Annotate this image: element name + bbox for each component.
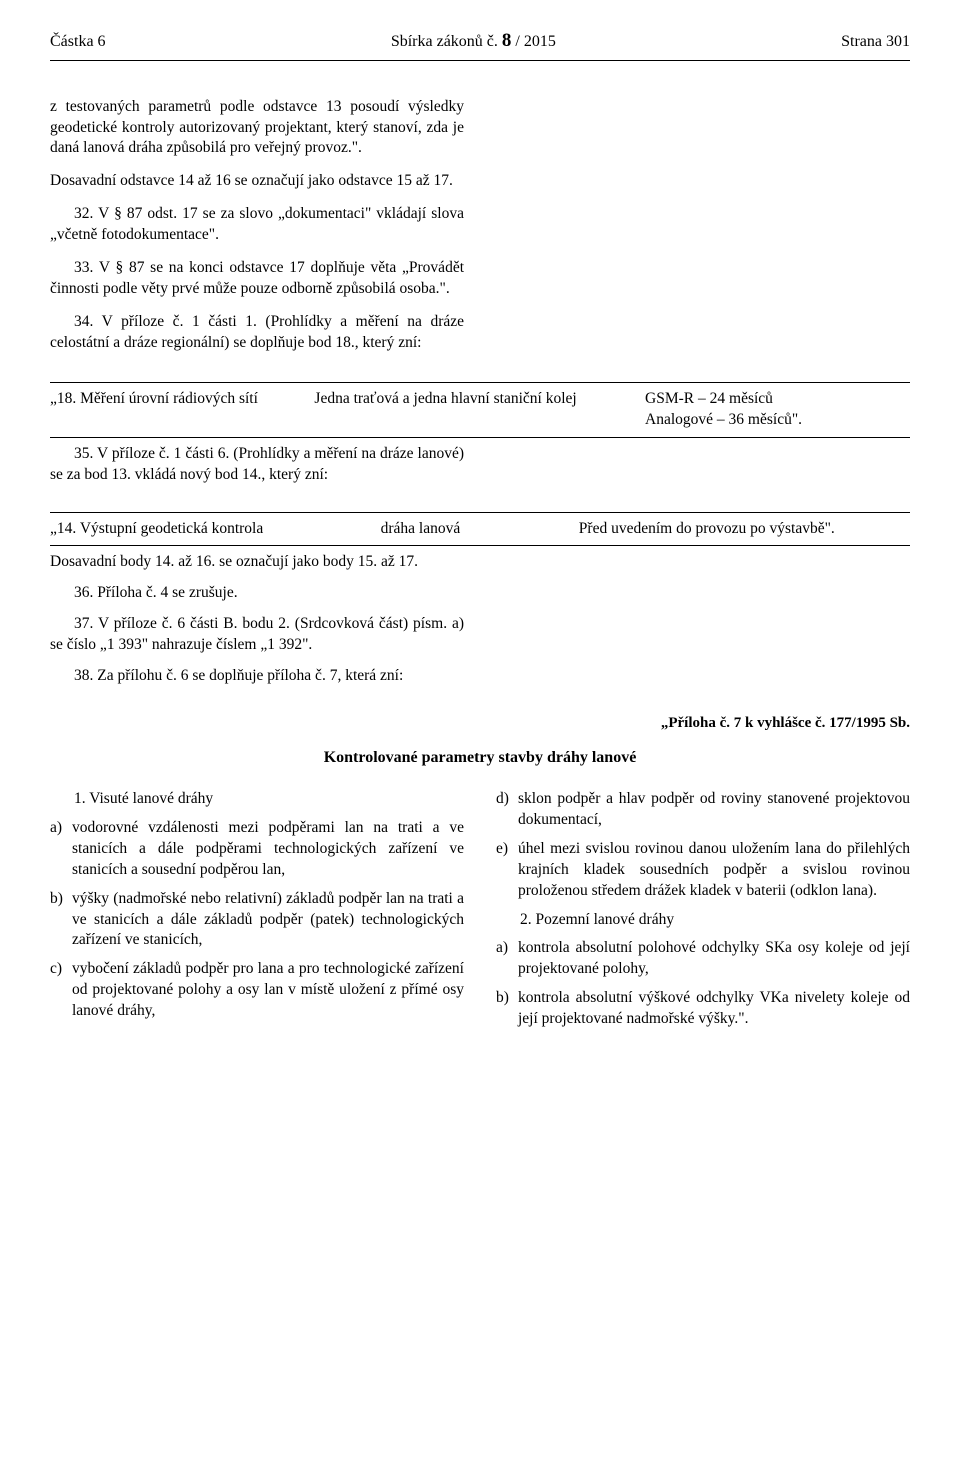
left-item-b: b) výšky (nadmořské nebo relativní) zákl… xyxy=(50,889,464,952)
separator-3 xyxy=(50,512,910,513)
appendix-two-col: 1. Visuté lanové dráhy a) vodorovné vzdá… xyxy=(50,789,910,1038)
table1-col3: GSM-R – 24 měsíců Analogové – 36 měsíců"… xyxy=(645,389,910,431)
table-row-14: „14. Výstupní geodetická kontrola dráha … xyxy=(50,519,910,540)
mid-right-1 xyxy=(496,444,910,496)
mid-left-2: Dosavadní body 14. až 16. se označují ja… xyxy=(50,552,464,697)
left-item-a: a) vodorovné vzdálenosti mezi podpěrami … xyxy=(50,818,464,881)
intro-columns: z testovaných parametrů podle odstavce 1… xyxy=(50,97,910,366)
page-header: Částka 6 Sbírka zákonů č. 8 / 2015 Stran… xyxy=(50,28,910,61)
intro-para-4: 34. V příloze č. 1 části 1. (Prohlídky a… xyxy=(50,312,464,354)
header-center-prefix: Sbírka zákonů č. xyxy=(391,33,502,50)
right-heading-2: 2. Pozemní lanové dráhy xyxy=(496,910,910,931)
separator-2 xyxy=(50,437,910,438)
appendix-right-column: d) sklon podpěr a hlav podpěr od roviny … xyxy=(496,789,910,1038)
right-item-d: d) sklon podpěr a hlav podpěr od roviny … xyxy=(496,789,910,831)
header-center: Sbírka zákonů č. 8 / 2015 xyxy=(391,28,556,54)
mid-block-2: Dosavadní body 14. až 16. se označují ja… xyxy=(50,552,910,697)
intro-left-column: z testovaných parametrů podle odstavce 1… xyxy=(50,97,464,366)
mid-left-1: 35. V příloze č. 1 části 6. (Prohlídky a… xyxy=(50,444,464,496)
header-center-suffix: / 2015 xyxy=(511,33,555,50)
intro-right-column xyxy=(496,97,910,366)
table2-col2: dráha lanová xyxy=(381,519,563,540)
intro-para-0: z testovaných parametrů podle odstavce 1… xyxy=(50,97,464,160)
table1-col2: Jedna traťová a jedna hlavní staniční ko… xyxy=(314,389,629,431)
intro-para-1: Dosavadní odstavce 14 až 16 se označují … xyxy=(50,171,464,192)
table1-col1: „18. Měření úrovní rádiových sítí xyxy=(50,389,298,431)
right-item-d-text: sklon podpěr a hlav podpěr od roviny sta… xyxy=(518,789,910,831)
left-item-b-text: výšky (nadmořské nebo relativní) základů… xyxy=(72,889,464,952)
marker-a: a) xyxy=(50,818,72,881)
right2-item-b-text: kontrola absolutní výškové odchylky VKa … xyxy=(518,988,910,1030)
header-left: Částka 6 xyxy=(50,31,106,53)
document-page: Částka 6 Sbírka zákonů č. 8 / 2015 Stran… xyxy=(0,0,960,1078)
right2-item-b: b) kontrola absolutní výškové odchylky V… xyxy=(496,988,910,1030)
separator-1 xyxy=(50,382,910,383)
right-item-e-text: úhel mezi svislou rovinou danou uložením… xyxy=(518,839,910,902)
left-item-a-text: vodorovné vzdálenosti mezi podpěrami lan… xyxy=(72,818,464,881)
header-right: Strana 301 xyxy=(841,31,910,53)
marker-b: b) xyxy=(50,889,72,952)
left-heading-1: 1. Visuté lanové dráhy xyxy=(50,789,464,810)
table2-col1: „14. Výstupní geodetická kontrola xyxy=(50,519,365,540)
right-item-e: e) úhel mezi svislou rovinou danou ulože… xyxy=(496,839,910,902)
table-row-18: „18. Měření úrovní rádiových sítí Jedna … xyxy=(50,389,910,431)
left-item-c: c) vybočení základů podpěr pro lana a pr… xyxy=(50,959,464,1022)
left-item-c-text: vybočení základů podpěr pro lana a pro t… xyxy=(72,959,464,1022)
right2-item-a-text: kontrola absolutní polohové odchylky SKa… xyxy=(518,938,910,980)
mid-para-1: 35. V příloze č. 1 části 6. (Prohlídky a… xyxy=(50,444,464,486)
appendix-title: Kontrolované parametry stavby dráhy lano… xyxy=(50,747,910,769)
intro-para-3: 33. V § 87 se na konci odstavce 17 doplň… xyxy=(50,258,464,300)
marker-c: c) xyxy=(50,959,72,1022)
marker-2a: a) xyxy=(496,938,518,980)
intro-para-2: 32. V § 87 odst. 17 se za slovo „dokumen… xyxy=(50,204,464,246)
header-law-number: 8 xyxy=(502,30,512,51)
marker-2b: b) xyxy=(496,988,518,1030)
mid-block-1: 35. V příloze č. 1 části 6. (Prohlídky a… xyxy=(50,444,910,496)
mid-right-2 xyxy=(496,552,910,697)
appendix-label: „Příloha č. 7 k vyhlášce č. 177/1995 Sb. xyxy=(50,713,910,733)
right2-item-a: a) kontrola absolutní polohové odchylky … xyxy=(496,938,910,980)
marker-e: e) xyxy=(496,839,518,902)
mid2-p1: 36. Příloha č. 4 se zrušuje. xyxy=(50,583,464,604)
mid2-p3: 38. Za přílohu č. 6 se doplňuje příloha … xyxy=(50,666,464,687)
separator-4 xyxy=(50,545,910,546)
mid2-p2: 37. V příloze č. 6 části B. bodu 2. (Srd… xyxy=(50,614,464,656)
table2-col3: Před uvedením do provozu po výstavbě". xyxy=(579,519,910,540)
mid2-p0: Dosavadní body 14. až 16. se označují ja… xyxy=(50,552,464,573)
marker-d: d) xyxy=(496,789,518,831)
appendix-left-column: 1. Visuté lanové dráhy a) vodorovné vzdá… xyxy=(50,789,464,1038)
